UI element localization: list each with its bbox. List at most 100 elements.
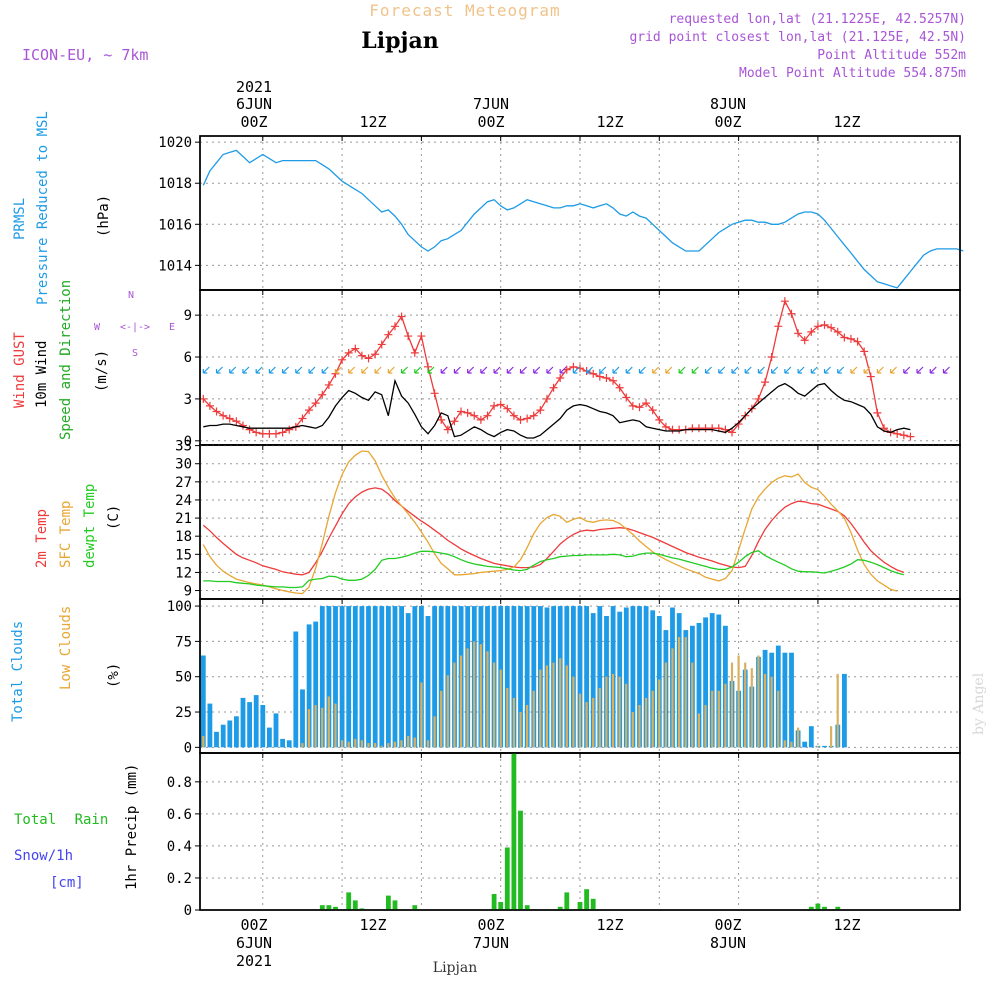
bar-low-clouds [506,688,509,748]
sfc-label: SFC Temp [58,501,74,568]
y-tick-label: 0 [184,903,192,919]
wind-arrow [691,366,699,374]
bottom-hour-label-5: 12Z [833,916,860,934]
bar-total-rain [808,906,814,910]
bar-total-rain [333,906,338,910]
bar-low-clouds [466,648,469,748]
bar-low-clouds [737,655,740,748]
series-2m-temp [202,487,905,576]
clouds-unit: (%) [106,663,122,688]
gust-point [463,408,472,417]
bar-total-clouds [273,713,279,748]
bar-total-clouds [504,606,510,748]
panel-border [199,135,961,291]
gust-point [780,297,789,306]
bar-total-clouds [703,617,708,748]
gust-point [212,407,221,416]
wind-arrow [242,366,250,374]
wind-arrow [533,366,541,374]
wind-arrow [400,366,408,374]
bar-low-clouds [321,707,324,748]
bar-total-rain [835,906,841,910]
wind-arrow [268,366,276,374]
gust-point [490,401,499,410]
wind-arrow [308,366,316,374]
bar-low-clouds [393,741,396,748]
bar-low-clouds [763,673,767,748]
wind-arrow [942,366,950,374]
bar-total-clouds [782,652,788,748]
bar-total-clouds [339,606,345,748]
gust-point [628,401,637,410]
gust-point [404,332,413,341]
gust-point [622,393,631,402]
wind-arrow [202,366,210,374]
gust-point [800,336,809,345]
bar-total-clouds [326,606,332,748]
bar-total-clouds [425,616,431,748]
y-tick-label: 100 [167,599,192,615]
temp-label: 2m Temp [34,509,50,568]
bar-total-clouds [200,655,206,748]
bar-low-clouds [545,665,548,748]
bar-total-clouds [696,623,702,748]
bar-total-clouds [577,606,583,748]
wind-arrow [467,366,475,374]
gust-point [245,425,254,434]
bar-low-clouds [724,683,727,748]
bar-low-clouds [618,676,621,748]
wind-arrow [586,366,594,374]
bar-low-clouds [526,705,529,748]
bar-total-rain [815,903,821,910]
gust-point [397,312,406,321]
bar-total-clouds [227,720,233,748]
gust-point [470,411,479,420]
top-hour-label-3: 12Z [596,113,623,131]
bar-low-clouds [671,648,674,748]
y-tick-label: 0.4 [167,839,192,855]
bar-low-clouds [499,669,502,748]
bar-low-clouds [374,743,377,748]
gust-point [860,347,869,356]
gust-point [787,309,796,318]
gust-point [873,408,882,417]
bottom-hour-label-1: 12Z [359,916,386,934]
wind-arrow [665,366,673,374]
gust-point [371,350,380,359]
bar-low-clouds [717,690,720,748]
y-tick-label: 0.8 [167,775,192,791]
gust-point [549,383,558,392]
bar-total-clouds [392,606,398,748]
gust-point [457,407,466,416]
bar-low-clouds [426,740,430,748]
wind-arrow [678,366,686,374]
gust-point [344,348,353,357]
top-hour-label-2: 00Z [477,113,504,131]
wind-arrow [784,366,792,374]
bottom-place-label: Lipjan [433,960,477,976]
temp-unit: (C) [106,505,122,530]
bar-low-clouds [341,740,344,748]
wind-arrow [572,366,580,374]
panel-4: 0 25 50 75 100 [167,598,961,756]
gust-point [589,369,598,378]
bar-low-clouds [519,712,522,748]
bar-total-clouds [842,673,847,748]
bar-low-clouds [757,655,760,748]
wind-arrow [480,366,488,374]
gust-point [390,322,399,331]
bar-low-clouds [486,651,489,748]
bar-total-clouds [352,606,358,748]
bar-total-clouds [623,607,629,748]
gust-point [642,399,651,408]
gust-point [866,372,875,381]
bar-low-clouds [578,693,582,748]
gust-point [846,334,855,343]
gust-point [754,394,763,403]
wind-arrow [837,366,845,374]
bar-low-clouds [611,673,615,748]
prmsl-unit: (hPa) [96,195,112,237]
y-tick-label: 0 [184,434,192,450]
bar-total-clouds [808,726,814,748]
bar-low-clouds [347,741,350,748]
